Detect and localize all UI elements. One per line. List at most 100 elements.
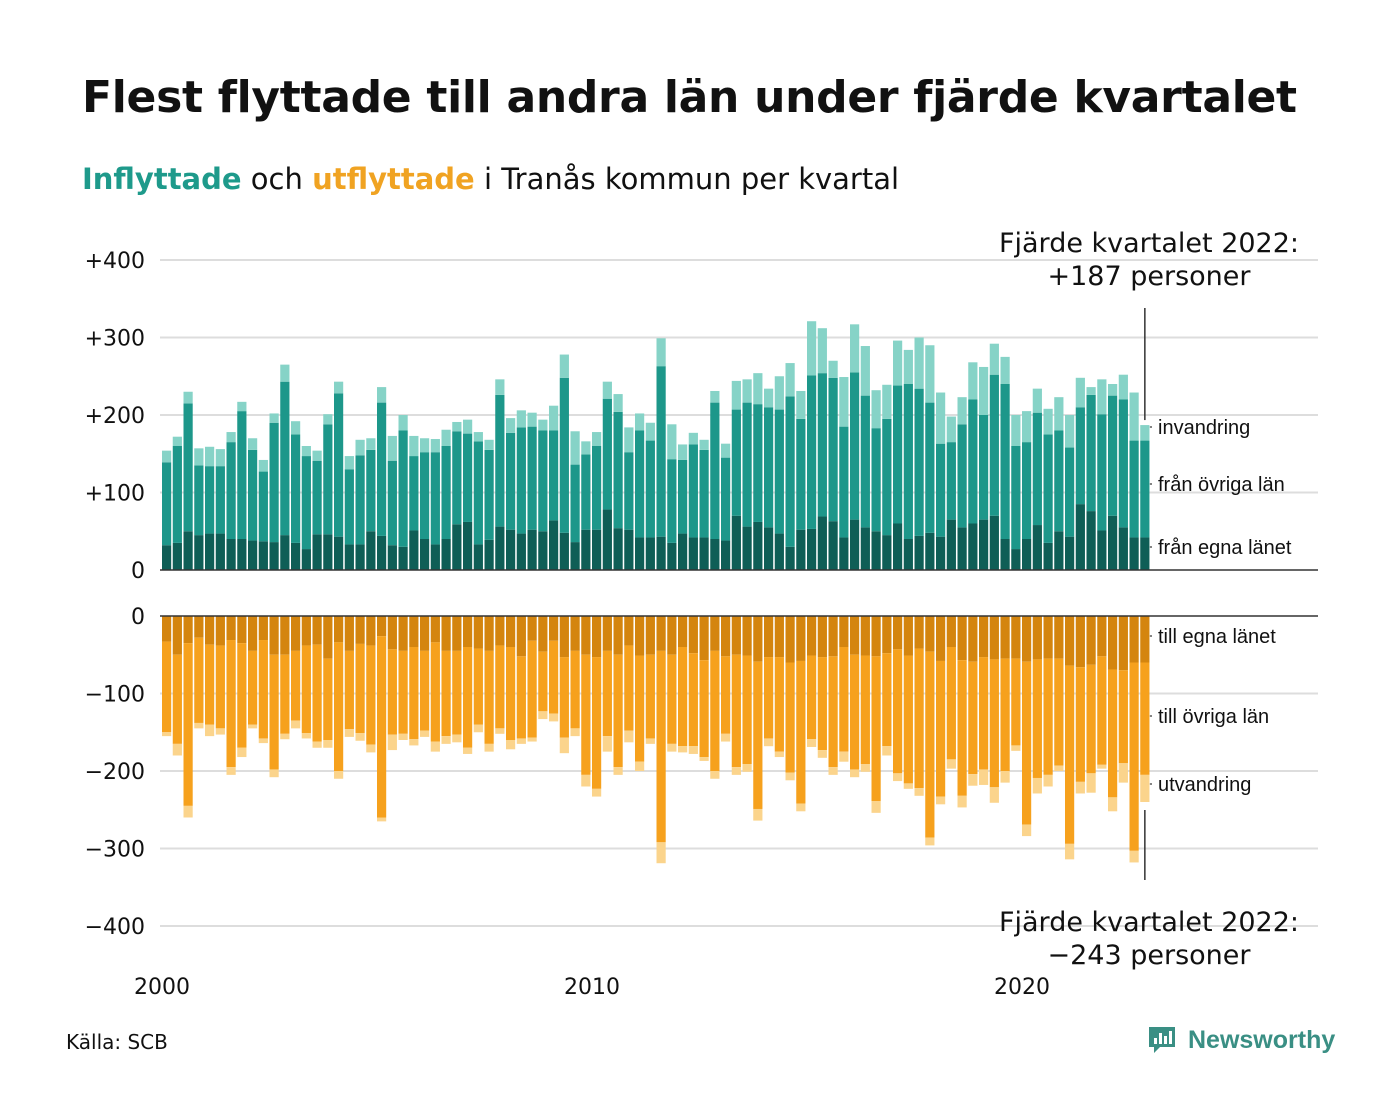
bar-in-own <box>323 534 333 570</box>
bar-in-own <box>860 527 870 570</box>
y-tick-label-top: +200 <box>85 404 145 429</box>
bar-in-own <box>925 532 935 570</box>
bar-out-own <box>1054 616 1064 659</box>
bar-in-immig <box>183 391 193 404</box>
bar-out-other <box>979 657 989 770</box>
bar-in-immig <box>280 364 290 382</box>
subtitle-och: och <box>250 162 303 196</box>
bar-out-emig <box>301 733 311 739</box>
bar-in-own <box>1086 511 1096 570</box>
bar-out-own <box>893 616 903 650</box>
bar-in-immig <box>194 448 204 466</box>
bar-in-own <box>312 534 322 570</box>
bar-out-other <box>774 657 784 752</box>
bar-out-other <box>430 642 440 742</box>
bar-out-other <box>688 653 698 747</box>
bar-out-emig <box>366 744 376 753</box>
bar-out-emig <box>581 774 591 787</box>
subtitle-rest: i Tranås kommun per kvartal <box>483 162 900 196</box>
bar-out-own <box>860 616 870 656</box>
bar-in-own <box>1032 525 1042 570</box>
bar-out-emig <box>989 787 999 803</box>
bar-in-other <box>516 427 526 534</box>
bar-in-immig <box>430 439 440 453</box>
bar-out-emig <box>484 743 494 752</box>
bar-in-own <box>1043 542 1053 570</box>
bar-in-immig <box>860 346 870 396</box>
bar-out-own <box>903 616 913 656</box>
bar-out-other <box>452 650 462 735</box>
bar-out-emig <box>280 733 290 740</box>
bar-in-immig <box>291 421 301 435</box>
bar-out-own <box>968 616 978 662</box>
bar-out-emig <box>796 803 806 812</box>
annotation-top-line2: +187 personer <box>1047 261 1251 292</box>
bar-out-other <box>237 643 247 748</box>
bar-in-other <box>979 415 989 520</box>
bar-in-own <box>258 541 268 570</box>
source-label: Källa: SCB <box>66 1030 168 1054</box>
bar-in-own <box>495 526 505 570</box>
bar-in-immig <box>420 438 430 453</box>
bar-out-emig <box>194 722 204 729</box>
bar-in-immig <box>1065 415 1075 448</box>
bar-out-emig <box>1054 765 1064 771</box>
bar-in-other <box>828 377 838 522</box>
bar-in-own <box>387 545 397 570</box>
bar-in-other <box>430 452 440 545</box>
bar-out-emig <box>215 728 225 735</box>
bar-out-own <box>850 616 860 655</box>
bar-out-other <box>549 640 559 714</box>
bar-out-own <box>162 616 172 642</box>
bar-out-own <box>979 616 989 658</box>
bar-out-emig <box>860 764 870 772</box>
bar-in-own <box>301 549 311 570</box>
bar-out-other <box>183 643 193 806</box>
bar-in-own <box>893 523 903 570</box>
bar-in-other <box>860 395 870 528</box>
bar-in-other <box>656 366 666 537</box>
bar-out-other <box>473 648 483 725</box>
bar-out-own <box>581 616 591 655</box>
bar-out-emig <box>807 739 817 747</box>
bar-out-other <box>785 662 795 773</box>
newsworthy-logo[interactable]: Newsworthy <box>1146 1024 1335 1056</box>
bar-out-own <box>366 616 376 646</box>
bar-in-other <box>1140 440 1150 538</box>
bar-in-other <box>398 430 408 547</box>
bar-out-emig <box>538 711 548 720</box>
bar-out-own <box>914 616 924 649</box>
bar-in-other <box>1043 434 1053 543</box>
bar-in-own <box>1140 537 1150 570</box>
bar-out-other <box>409 647 419 740</box>
bar-out-other <box>570 650 580 729</box>
bar-in-immig <box>979 366 989 415</box>
bar-out-other <box>291 650 301 721</box>
bar-in-immig <box>441 429 451 446</box>
bar-out-own <box>602 616 612 651</box>
bar-out-other <box>764 657 774 739</box>
bar-out-emig <box>678 746 688 753</box>
bar-out-own <box>721 616 731 657</box>
bar-in-other <box>280 381 290 536</box>
bar-in-other <box>258 471 268 542</box>
bar-in-other <box>957 424 967 528</box>
bar-out-own <box>312 616 322 645</box>
bar-in-other <box>291 434 301 543</box>
bar-in-other <box>989 374 999 516</box>
bar-out-own <box>1032 616 1042 660</box>
bar-in-immig <box>774 376 784 410</box>
bar-in-own <box>1129 537 1139 570</box>
bar-in-immig <box>172 436 182 446</box>
bar-out-own <box>205 616 215 645</box>
bar-in-own <box>1065 536 1075 570</box>
chart-subtitle: Inflyttade och utflyttade i Tranås kommu… <box>82 162 899 196</box>
bar-in-own <box>1054 531 1064 570</box>
bar-in-own <box>205 533 215 570</box>
legend-label-bottom: till egna länet <box>1158 626 1276 648</box>
bar-in-immig <box>828 360 838 378</box>
bar-in-other <box>624 452 634 530</box>
bar-out-own <box>452 616 462 651</box>
bar-in-other <box>925 402 935 533</box>
bar-in-other <box>635 430 645 538</box>
